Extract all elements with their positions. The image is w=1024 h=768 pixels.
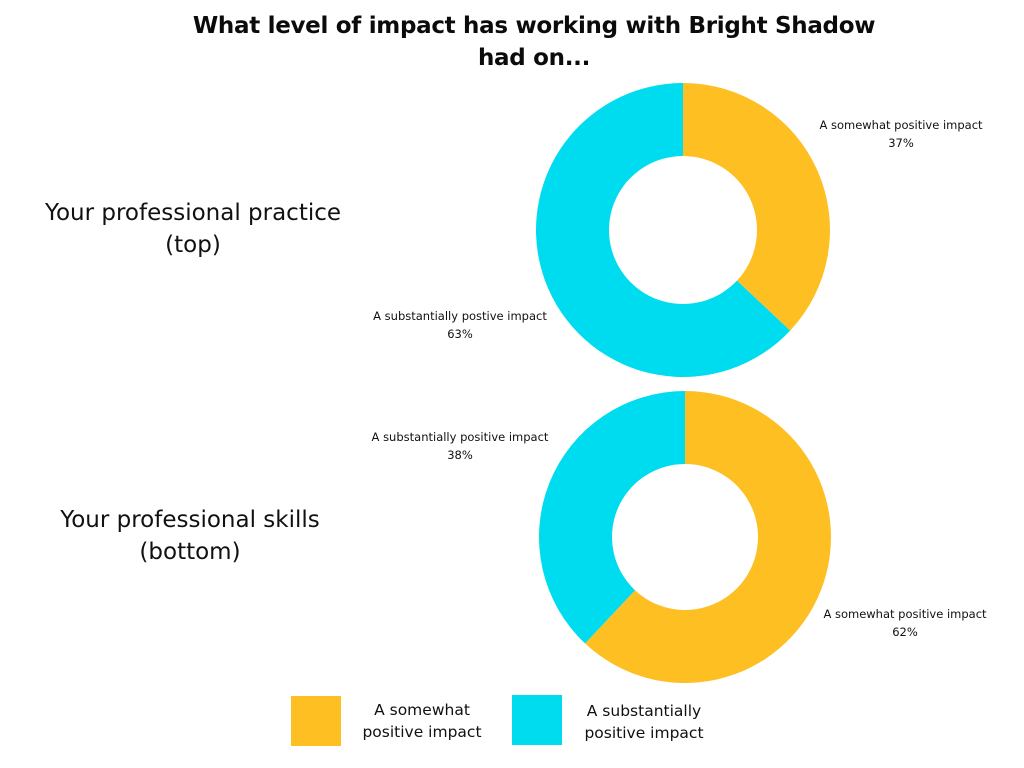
top-side-label-line2: (top) xyxy=(165,232,221,258)
top-substantially-label-text: A substantially postive impact xyxy=(373,309,547,323)
legend-label-substantially: A substantially positive impact xyxy=(574,700,714,744)
bottom-substantially-label-text: A substantially positive impact xyxy=(371,430,549,444)
bottom-somewhat-label-pct: 62% xyxy=(892,625,918,639)
donut-slice-somewhat xyxy=(585,391,832,683)
chart-title: What level of impact has working with Br… xyxy=(192,13,876,71)
donut-slice-substantially xyxy=(536,83,791,377)
top-substantially-label-pct: 63% xyxy=(447,327,473,341)
bottom-somewhat-label-text: A somewhat positive impact xyxy=(823,607,987,621)
bottom-substantially-label-pct: 38% xyxy=(447,448,473,462)
donut-slice-substantially xyxy=(539,391,685,644)
legend-somewhat-line2: positive impact xyxy=(362,723,482,741)
donut-chart-top xyxy=(536,83,830,377)
top-somewhat-label-text: A somewhat positive impact xyxy=(819,118,983,132)
legend-label-somewhat: A somewhat positive impact xyxy=(352,699,492,743)
donut-slice-somewhat xyxy=(683,83,830,331)
top-somewhat-label-pct: 37% xyxy=(888,136,914,150)
legend-swatch-somewhat xyxy=(291,696,341,746)
legend-substantially-line2: positive impact xyxy=(584,724,704,742)
bottom-somewhat-slice-label: A somewhat positive impact 62% xyxy=(810,605,1000,641)
bottom-side-label-line2: (bottom) xyxy=(139,539,241,565)
bottom-substantially-slice-label: A substantially positive impact 38% xyxy=(360,428,560,464)
bottom-side-label-line1: Your professional skills xyxy=(60,507,320,533)
top-substantially-slice-label: A substantially postive impact 63% xyxy=(360,307,560,343)
legend-somewhat-line1: A somewhat xyxy=(374,701,470,719)
top-side-label-line1: Your professional practice xyxy=(44,200,342,226)
bottom-chart-side-label: Your professional skills (bottom) xyxy=(20,504,360,568)
legend-substantially-line1: A substantially xyxy=(586,702,702,720)
top-chart-side-label: Your professional practice (top) xyxy=(10,197,376,261)
donut-chart-bottom xyxy=(539,391,832,683)
legend-swatch-substantially xyxy=(512,695,562,745)
top-somewhat-slice-label: A somewhat positive impact 37% xyxy=(806,116,996,152)
